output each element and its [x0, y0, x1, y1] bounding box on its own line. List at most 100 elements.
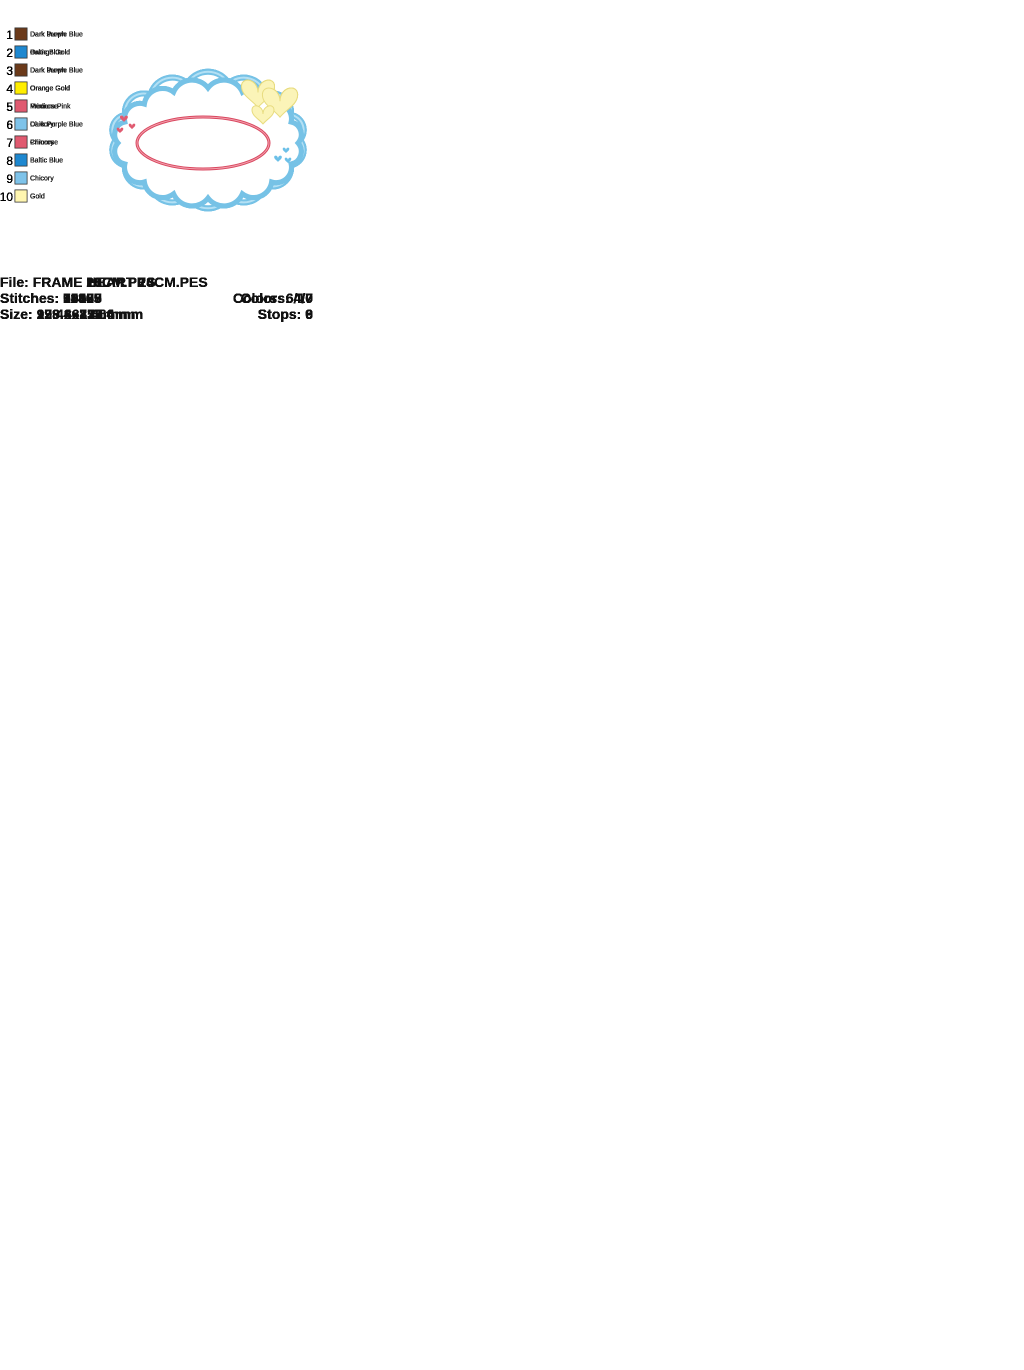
thread-number: 3 — [6, 64, 13, 78]
color-count: Colors: 4/7 — [240, 290, 313, 306]
thread-number: 4 — [6, 82, 13, 96]
thread-number: 4 — [6, 82, 13, 96]
thread-number: 7 — [6, 136, 13, 150]
thread-name: Primrose — [30, 140, 58, 147]
thread-swatch — [14, 81, 28, 95]
design-size: Size: 199.4x139.4 mm — [0, 306, 144, 322]
thread-swatch — [14, 171, 28, 185]
thread-number: 10 — [0, 190, 13, 204]
thread-name: Chicory — [30, 140, 54, 147]
stitch-count: Stitches: 13163 — [0, 290, 102, 306]
info-line: Size: 99.4x67.4 mm Stops: 9 — [0, 306, 313, 322]
thread-number: 6 — [6, 118, 13, 132]
thread-name: Primrose — [30, 104, 58, 111]
thread-name: Orange Gold — [30, 86, 70, 93]
thread-name: Chicory — [30, 140, 54, 147]
thread-name: Baltic Blue — [30, 50, 63, 57]
thread-number: 3 — [6, 64, 13, 78]
thread-name: Dark brown — [30, 32, 66, 39]
thread-number: 8 — [6, 154, 13, 168]
info-line: Size: 199.4x135.0 mm Stops: 9 — [0, 306, 313, 322]
thread-name: Primrose — [30, 140, 58, 147]
thread-name: Medium Pink — [30, 104, 71, 111]
thread-number: 5 — [6, 100, 13, 114]
thread-name: Gold — [30, 194, 45, 201]
gold-heart — [251, 105, 275, 125]
thread-name: Baltic Blue — [30, 50, 63, 57]
info-line: Size: 199.4x139.4 mm Stops: 6 — [0, 306, 313, 322]
thread-number: 10 — [0, 190, 13, 204]
thread-name: Dark Purple Blue — [30, 122, 83, 129]
thread-name: Dark brown — [30, 32, 66, 39]
thread-swatch — [14, 45, 28, 59]
info-line: Size: 129.4x87.6 mm Stops: 9 — [0, 306, 313, 322]
info-line: Size: 99.4x62.6 mm Stops: 6 — [0, 306, 313, 322]
file-name: File: FRAME HEART 20CM.PES — [0, 274, 208, 290]
thread-name: Orange Gold — [30, 86, 70, 93]
thread-name: Dark Purple Blue — [30, 122, 83, 129]
thread-name: Chicory — [30, 122, 54, 129]
thread-name: Chicory — [30, 122, 54, 129]
design-size: Size: 179.8x127.0 mm — [0, 306, 144, 322]
thread-number: 3 — [6, 64, 13, 78]
thread-number: 1 — [6, 28, 13, 42]
thread-number: 4 — [6, 82, 13, 96]
thread-number: 1 — [6, 28, 13, 42]
thread-swatch — [14, 189, 28, 203]
thread-name: Medium Pink — [30, 104, 71, 111]
file-name: File: FRAME HEART 13CM.PES — [0, 274, 208, 290]
thread-name: Baltic Blue — [30, 158, 63, 165]
thread-number: 6 — [6, 118, 13, 132]
thread-number: 6 — [6, 118, 13, 132]
thread-name: Chicory — [30, 176, 54, 183]
thread-number: 2 — [6, 46, 13, 60]
color-count: Colors: 6/10 — [232, 290, 313, 306]
thread-name: Dark brown — [30, 68, 66, 75]
thread-name: Baltic Blue — [30, 50, 63, 57]
stitch-count: Stitches: 6560 — [0, 290, 95, 306]
thread-name: Orange Gold — [30, 50, 70, 57]
thread-name: Dark brown — [30, 32, 66, 39]
thread-name: Dark brown — [30, 32, 66, 39]
info-line: Stitches: 14075 Colors: 6/10 — [0, 290, 313, 306]
thread-name: Dark Purple Blue — [30, 122, 83, 129]
thread-number: 8 — [6, 154, 13, 168]
info-line: Stitches: 10378 Colors: 4/7 — [0, 290, 313, 306]
info-line: Size: 179.4x121.6 mm Stops: 9 — [0, 306, 313, 322]
thread-number: 4 — [6, 82, 13, 96]
stop-count: Stops: 9 — [257, 306, 313, 322]
design-size: Size: 179.4x121.6 mm — [0, 306, 144, 322]
thread-name: Chicory — [30, 140, 54, 147]
thread-number: 1 — [6, 28, 13, 42]
thread-name: Baltic Blue — [30, 158, 63, 165]
color-count: Colors: 4/7 — [240, 290, 313, 306]
thread-number: 1 — [6, 28, 13, 42]
small-heart — [282, 147, 290, 154]
thread-number: 2 — [6, 46, 13, 60]
thread-swatch — [14, 63, 28, 77]
small-heart — [116, 127, 124, 134]
thread-name: Chicory — [30, 140, 54, 147]
color-count: Colors: 6/10 — [232, 290, 313, 306]
thread-name: Orange Gold — [30, 86, 70, 93]
design-size: Size: 199.4x135.0 mm — [0, 306, 144, 322]
thread-name: Primrose — [30, 104, 58, 111]
design-size: Size: 228.6x159.4 mm — [0, 306, 144, 322]
thread-name: Dark Purple Blue — [30, 32, 83, 39]
thread-number: 6 — [6, 118, 13, 132]
thread-name: Chicory — [30, 122, 54, 129]
stitch-count: Stitches: 11865 — [0, 290, 102, 306]
thread-name: Dark Purple Blue — [30, 122, 83, 129]
thread-name: Primrose — [30, 104, 58, 111]
thread-name: Gold — [30, 194, 45, 201]
thread-number: 7 — [6, 136, 13, 150]
small-heart — [274, 155, 282, 162]
thread-number: 10 — [0, 190, 13, 204]
stop-count: Stops: 9 — [257, 306, 313, 322]
thread-name: Gold — [30, 194, 45, 201]
file-name: File: FRAME 20CM.PES — [0, 274, 156, 290]
thread-number: 8 — [6, 154, 13, 168]
thread-number: 7 — [6, 136, 13, 150]
thread-number: 6 — [6, 118, 13, 132]
thread-name: Baltic Blue — [30, 158, 63, 165]
